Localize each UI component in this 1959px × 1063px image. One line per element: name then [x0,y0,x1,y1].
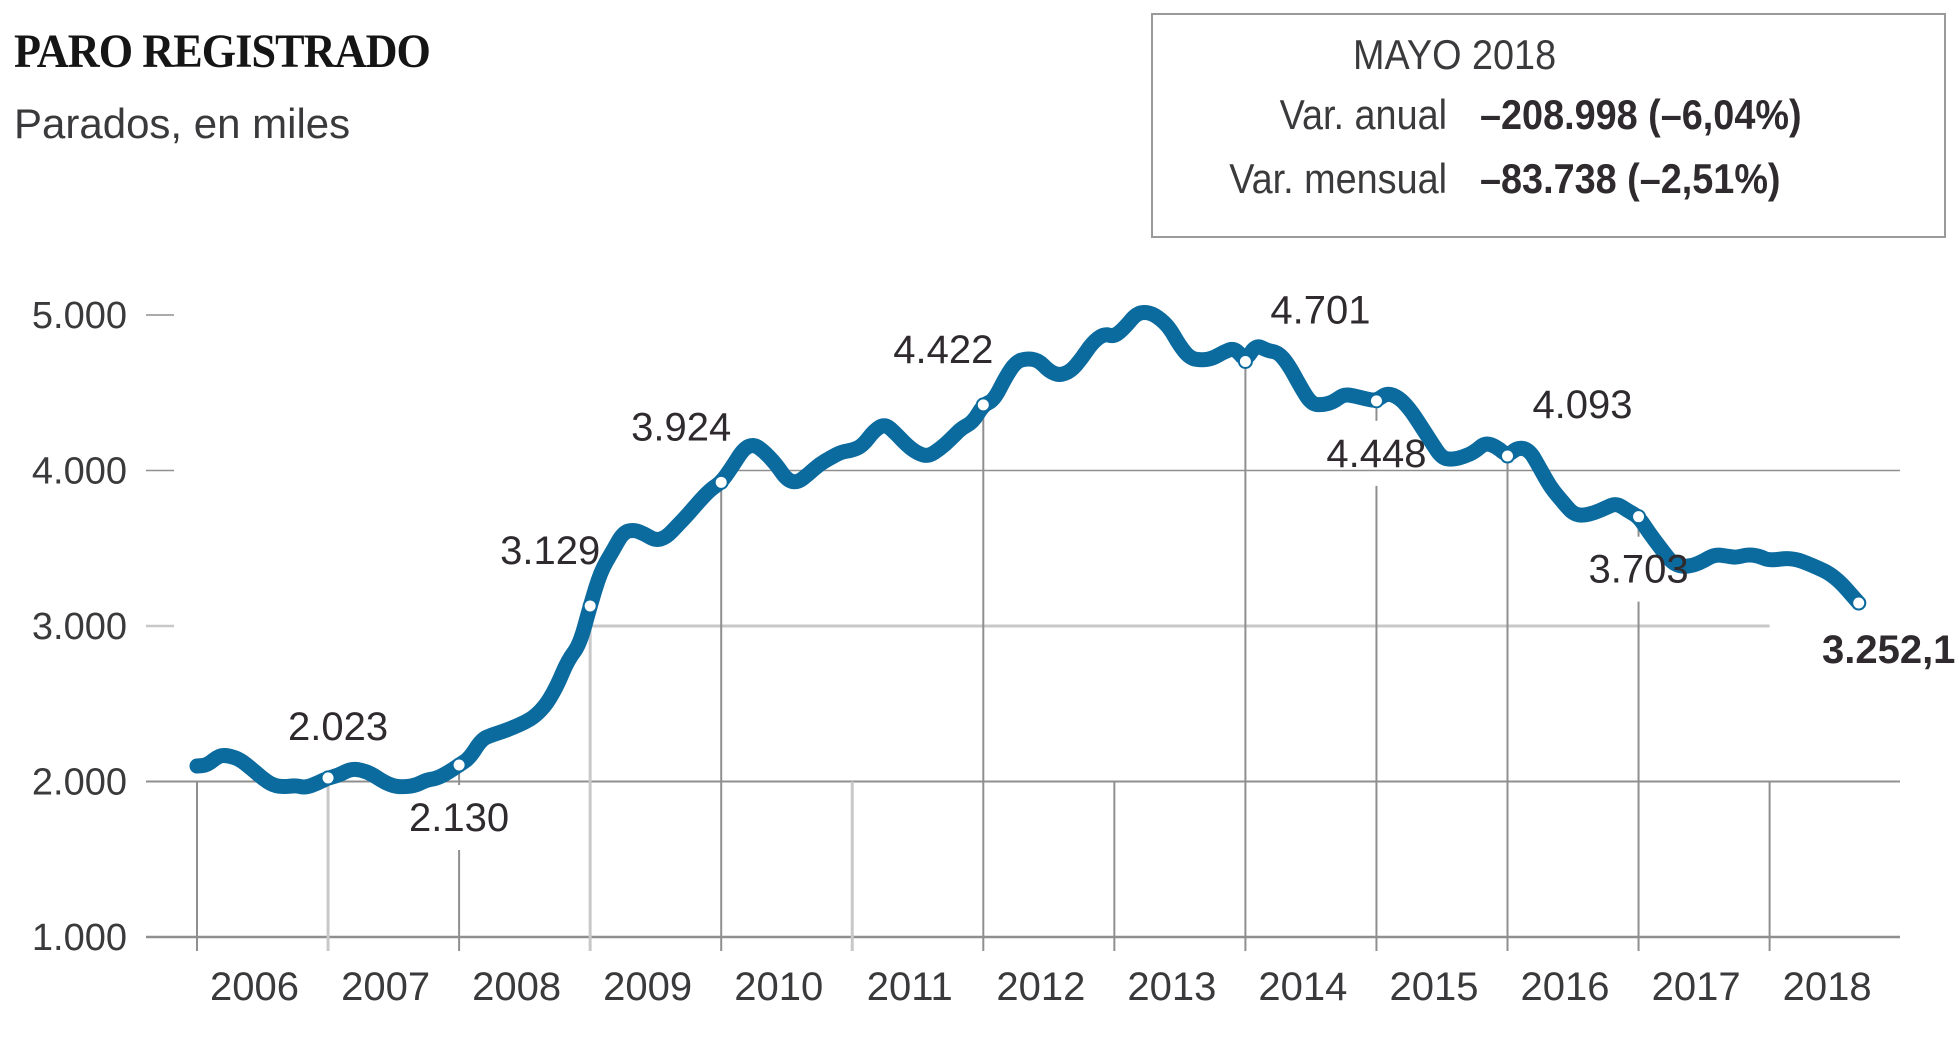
summary-label: Var. anual [1279,91,1447,138]
data-point-marker [1631,509,1647,525]
data-point-marker [1851,595,1867,611]
summary-row-monthly: Var. mensual –83.738 (–2,51%) [1153,155,1944,211]
x-tick-label: 2010 [734,965,823,1009]
x-tick-label: 2014 [1258,965,1347,1009]
x-tick-label: 2006 [210,965,299,1009]
y-axis: 1.000 2.000 3.000 4.000 5.000 [32,295,127,959]
data-label: 3.252,1 [1822,628,1955,672]
x-tick-label: 2007 [341,965,430,1009]
data-label: 3.703 [1588,548,1688,592]
data-point-marker [713,474,729,490]
chart-subtitle: Parados, en miles [14,100,351,147]
data-label: 4.701 [1270,288,1370,332]
data-label: 2.130 [409,796,509,840]
data-label: 4.093 [1532,383,1632,427]
x-tick-label: 2017 [1652,965,1741,1009]
summary-label: Var. mensual [1229,155,1447,202]
data-label: 2.023 [288,705,388,749]
data-point-marker [1237,353,1253,369]
x-tick-label: 2009 [603,965,692,1009]
x-tick-label: 2012 [996,965,1085,1009]
x-tick-label: 2016 [1521,965,1610,1009]
data-label: 4.448 [1326,432,1426,476]
summary-box: MAYO 2018 Var. anual –208.998 (–6,04%) V… [1151,13,1946,238]
x-tick-label: 2018 [1783,965,1872,1009]
data-point-marker [1368,393,1384,409]
summary-value: –208.998 (–6,04%) [1480,91,1802,138]
chart-title: PARO REGISTRADO [14,25,431,78]
data-point-marker [975,397,991,413]
x-tick-label: 2013 [1127,965,1216,1009]
y-tick-label: 3.000 [32,606,127,648]
y-tick-label: 1.000 [32,917,127,959]
x-tick-label: 2015 [1389,965,1478,1009]
data-label: 4.422 [893,328,993,372]
marker-group [320,353,1867,786]
data-label: 3.129 [500,529,600,573]
x-tick-label: 2011 [867,965,953,1009]
data-label: 3.924 [631,405,731,449]
y-tick-label: 5.000 [32,295,127,337]
grid-lines [146,314,1900,951]
y-tick-label: 4.000 [32,451,127,493]
summary-value: –83.738 (–2,51%) [1480,155,1781,202]
data-point-marker [1500,448,1515,464]
data-point-marker [451,757,467,773]
x-tick-label: 2008 [472,965,561,1009]
summary-period: MAYO 2018 [1353,31,1557,78]
data-point-marker [320,770,336,786]
data-label-group: 2.023 2.130 3.129 3.924 4.422 4.701 4.448 4.093… [288,288,1955,840]
y-tick-label: 2.000 [32,762,127,804]
summary-row-annual: Var. anual –208.998 (–6,04%) [1153,91,1944,147]
data-point-marker [582,598,598,614]
x-axis: 2006 2007 2008 2009 2010 2011 2012 2013 2014 2015… [210,965,1872,1009]
